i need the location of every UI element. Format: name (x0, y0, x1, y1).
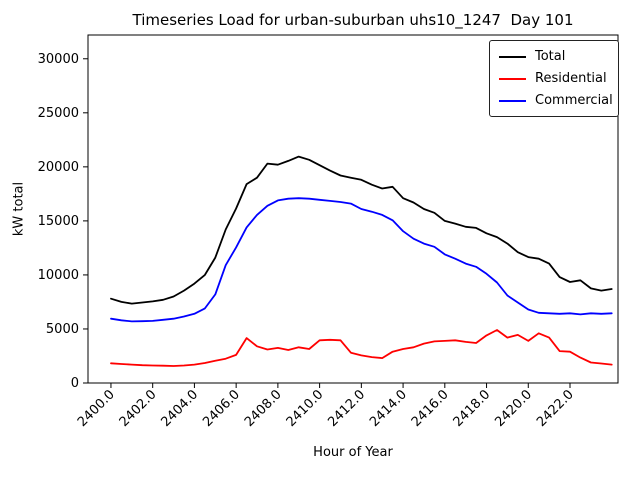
x-tick-label: 2414.0 (367, 387, 410, 430)
legend-label-commercial: Commercial (535, 93, 613, 108)
legend-line-residential (499, 77, 526, 80)
y-tick-label: 30000 (38, 52, 79, 67)
x-axis-label: Hour of Year (313, 445, 393, 460)
x-tick-label: 2422.0 (534, 387, 577, 430)
x-tick-label: 2420.0 (492, 387, 535, 430)
x-tick-label: 2410.0 (284, 387, 327, 430)
legend-entry-commercial: Commercial (499, 93, 613, 108)
legend-label-residential: Residential (535, 71, 607, 86)
legend-entry-residential: Residential (499, 71, 610, 86)
legend-label-total: Total (535, 49, 566, 64)
legend-line-total (499, 55, 526, 58)
x-tick-label: 2412.0 (325, 387, 368, 430)
legend-line-commercial (499, 99, 526, 102)
x-tick-label: 2418.0 (451, 387, 494, 430)
y-tick-label: 5000 (46, 322, 79, 337)
y-tick-label: 15000 (38, 214, 79, 229)
x-tick-label: 2400.0 (75, 387, 118, 430)
series-line-commercial (110, 197, 613, 323)
y-tick-label: 0 (71, 376, 79, 391)
x-tick-label: 2408.0 (242, 387, 285, 430)
legend: Total Residential Commercial (489, 40, 619, 117)
x-tick-label: 2406.0 (200, 387, 243, 430)
x-tick-label: 2402.0 (117, 387, 160, 430)
x-tick-label: 2416.0 (409, 387, 452, 430)
x-tick-label: 2404.0 (158, 387, 201, 430)
y-tick-label: 20000 (38, 160, 79, 175)
axes-frame (87, 34, 619, 384)
chart-title: Timeseries Load for urban-suburban uhs10… (132, 11, 574, 29)
series-line-residential (110, 329, 613, 367)
y-tick-label: 25000 (38, 106, 79, 121)
y-tick-label: 10000 (38, 268, 79, 283)
legend-entry-total: Total (499, 49, 610, 64)
series-line-total (110, 155, 613, 305)
